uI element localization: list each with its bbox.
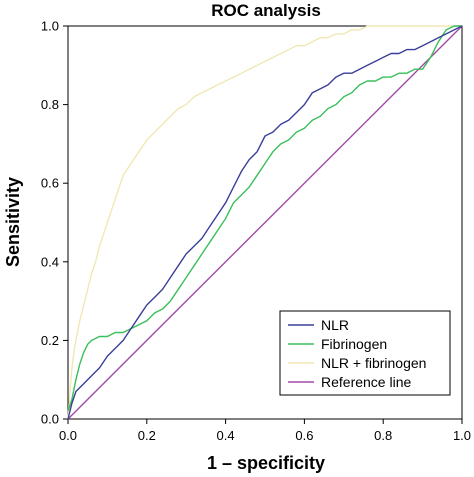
x-tick-label: 0.8	[374, 428, 392, 443]
x-tick-label: 0.6	[295, 428, 313, 443]
y-tick-label: 0.4	[41, 254, 59, 269]
y-axis: 0.0 0.2 0.4 0.6 0.8 1.0	[41, 19, 68, 427]
x-tick-label: 1.0	[453, 428, 471, 443]
x-tick-label: 0.4	[217, 428, 235, 443]
x-axis-label: 1 – specificity	[207, 453, 325, 473]
y-tick-label: 1.0	[41, 19, 59, 34]
x-tick-label: 0.0	[59, 428, 77, 443]
y-tick-label: 0.8	[41, 97, 59, 112]
x-axis: 0.0 0.2 0.4 0.6 0.8 1.0	[59, 419, 471, 443]
series-layer	[67, 25, 463, 420]
y-tick-label: 0.2	[41, 333, 59, 348]
chart-title: ROC analysis	[211, 1, 321, 20]
series-line-reference-line	[67, 25, 463, 420]
legend-label-nlr-fibrinogen: NLR + fibrinogen	[321, 355, 426, 371]
series-line-nlr-fibrinogen	[67, 25, 462, 420]
series-line-nlr	[67, 25, 463, 420]
y-tick-label: 0.0	[41, 412, 59, 427]
legend-label-fibrinogen: Fibrinogen	[321, 336, 387, 352]
x-tick-label: 0.2	[138, 428, 156, 443]
y-axis-label: Sensitivity	[3, 177, 23, 267]
y-tick-label: 0.6	[41, 176, 59, 191]
legend: NLR Fibrinogen NLR + fibrinogen Reference l…	[279, 310, 451, 396]
legend-label-nlr: NLR	[321, 317, 349, 333]
legend-label-reference-line: Reference line	[321, 374, 411, 390]
series-line-fibrinogen	[67, 25, 462, 412]
